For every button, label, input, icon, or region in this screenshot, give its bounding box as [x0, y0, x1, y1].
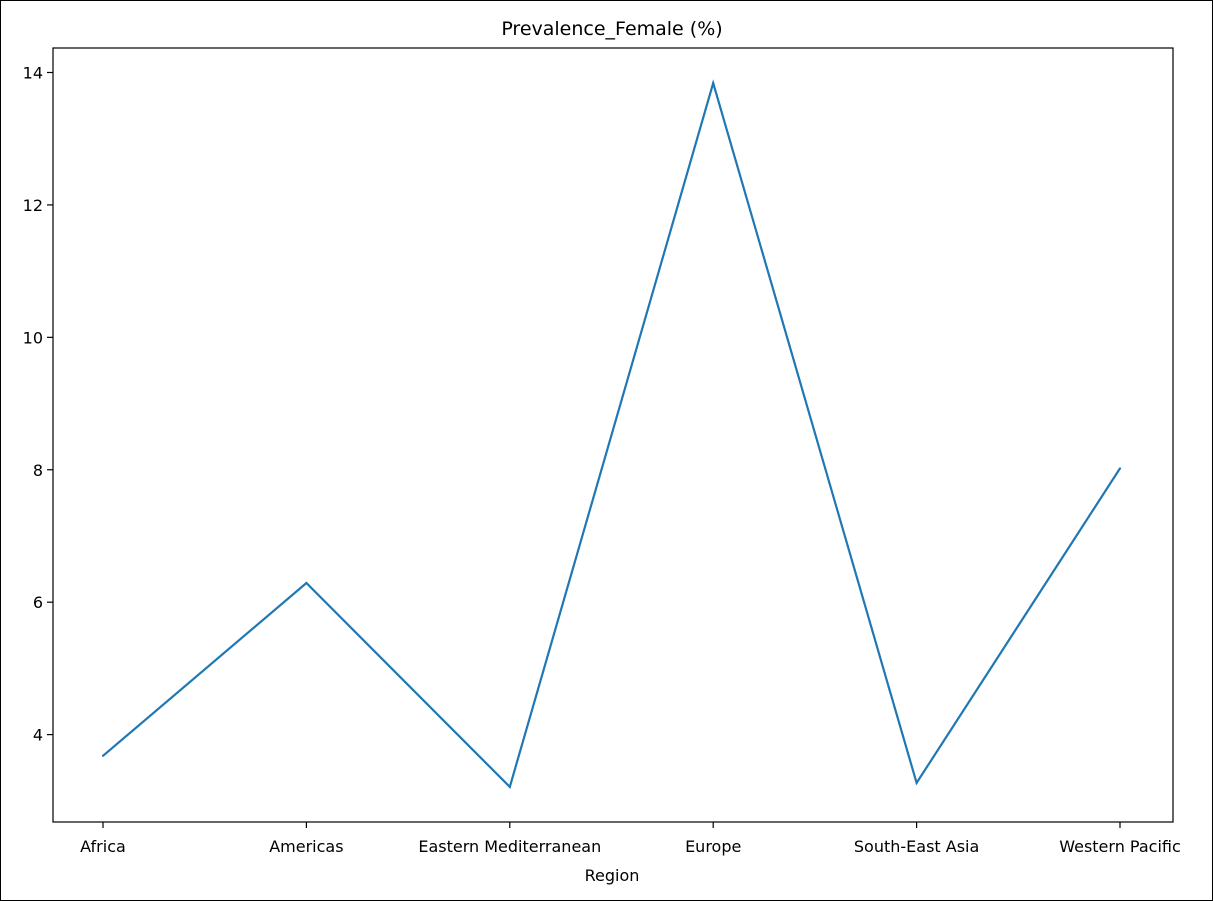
y-tick-label: 10 — [23, 328, 43, 347]
chart-title: Prevalence_Female (%) — [501, 18, 722, 40]
y-tick-label: 6 — [33, 593, 43, 612]
x-tick-label: Eastern Mediterranean — [418, 837, 601, 856]
x-tick-label: South-East Asia — [854, 837, 979, 856]
data-point — [915, 781, 918, 785]
data-point — [712, 81, 715, 85]
series-layer — [101, 79, 1122, 789]
data-point — [101, 754, 105, 757]
x-tick-label: Africa — [80, 837, 126, 856]
y-tick-label: 4 — [33, 726, 43, 745]
data-point — [305, 581, 308, 585]
y-tick-label: 14 — [23, 63, 43, 82]
x-tick-label: Europe — [685, 837, 741, 856]
y-axis: 4 6 8 10 12 14 — [23, 63, 53, 745]
x-tick-label: Americas — [269, 837, 343, 856]
x-axis-label: Region — [585, 866, 640, 885]
y-tick-label: 8 — [33, 461, 43, 480]
data-point — [1118, 467, 1122, 470]
series-line — [102, 79, 1121, 789]
y-tick-label: 12 — [23, 196, 43, 215]
data-point — [508, 785, 511, 789]
plot-area — [52, 47, 1174, 823]
x-axis: Africa Americas Eastern Mediterranean Europ… — [80, 822, 1181, 856]
x-tick-label: Western Pacific — [1059, 837, 1181, 856]
